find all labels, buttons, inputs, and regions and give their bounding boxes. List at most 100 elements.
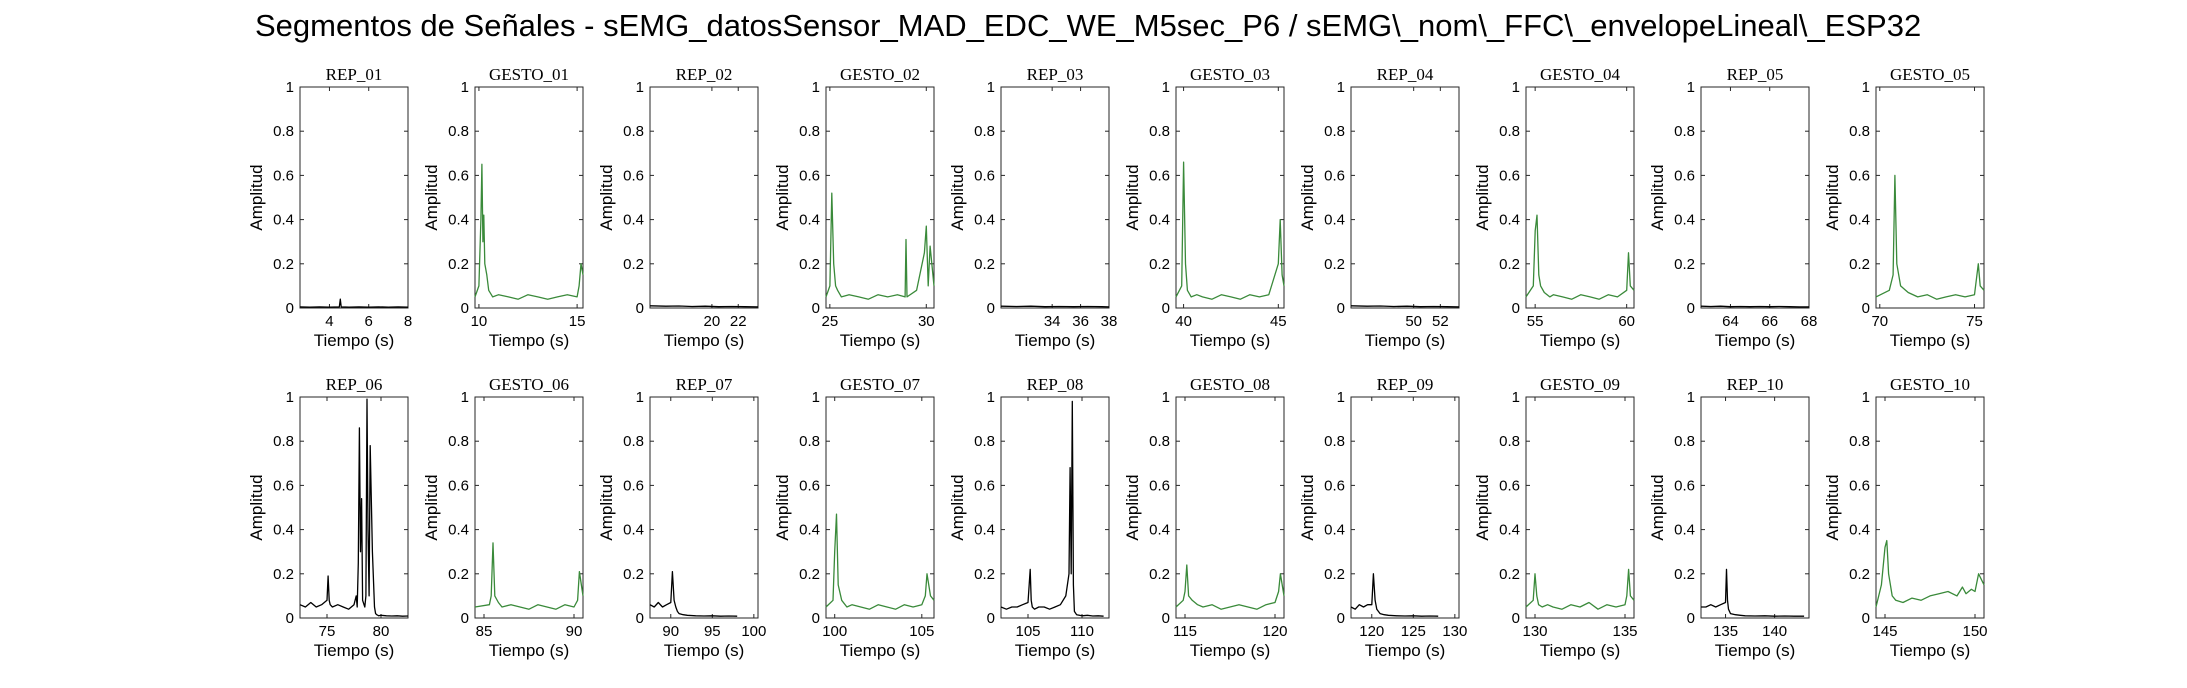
- x-tick-label: 135: [1713, 623, 1738, 640]
- y-tick-label: 0.2: [1499, 256, 1520, 273]
- y-tick-label: 1: [1862, 79, 1870, 96]
- x-axis-label: Tiempo (s): [1365, 331, 1446, 350]
- y-axis-label: Amplitud: [597, 164, 616, 230]
- y-tick-label: 1: [812, 79, 820, 96]
- y-axis-label: Amplitud: [247, 164, 266, 230]
- y-tick-label: 0.6: [623, 477, 644, 494]
- x-axis-label: Tiempo (s): [1540, 331, 1621, 350]
- x-tick-label: 70: [1871, 313, 1888, 330]
- subplot-title: GESTO_05: [1890, 65, 1970, 84]
- series-line: [649, 570, 738, 617]
- y-tick-label: 1: [1512, 389, 1520, 406]
- subplot-title: REP_02: [676, 65, 733, 84]
- subplot-title: GESTO_07: [840, 375, 920, 394]
- y-tick-label: 1: [461, 79, 469, 96]
- axes-box: [1700, 86, 1810, 309]
- x-axis-label: Tiempo (s): [664, 641, 745, 660]
- series-line: [1701, 568, 1805, 617]
- y-tick-label: 1: [987, 389, 995, 406]
- x-axis-label: Tiempo (s): [314, 641, 395, 660]
- x-axis-label: Tiempo (s): [840, 641, 921, 660]
- y-tick-label: 0.8: [1499, 433, 1520, 450]
- y-tick-label: 0.4: [1499, 522, 1520, 539]
- y-tick-label: 0.8: [448, 433, 469, 450]
- y-tick-label: 0.4: [273, 212, 294, 229]
- y-tick-label: 0.4: [623, 212, 644, 229]
- x-tick-label: 38: [1101, 313, 1118, 330]
- x-tick-label: 80: [373, 623, 390, 640]
- x-tick-label: 36: [1072, 313, 1089, 330]
- y-tick-label: 0.8: [1674, 123, 1695, 140]
- subplot-title: GESTO_03: [1190, 65, 1270, 84]
- y-tick-label: 0.2: [799, 256, 820, 273]
- y-tick-label: 0.6: [1324, 477, 1345, 494]
- series-line: [1525, 568, 1635, 610]
- subplot-title: GESTO_09: [1540, 375, 1620, 394]
- y-axis-label: Amplitud: [1298, 474, 1317, 540]
- series-line: [1875, 174, 1985, 300]
- y-tick-label: 1: [1337, 389, 1345, 406]
- x-axis-label: Tiempo (s): [1365, 641, 1446, 660]
- x-tick-label: 145: [1872, 623, 1897, 640]
- y-tick-label: 0.4: [1674, 212, 1695, 229]
- y-tick-label: 0.6: [623, 167, 644, 184]
- series-line: [474, 542, 584, 610]
- x-tick-label: 100: [822, 623, 847, 640]
- x-tick-label: 100: [741, 623, 766, 640]
- y-tick-label: 0: [636, 300, 644, 317]
- y-tick-label: 0.2: [623, 566, 644, 583]
- y-tick-label: 0: [286, 300, 294, 317]
- y-tick-label: 1: [1687, 79, 1695, 96]
- series-line: [1175, 161, 1285, 300]
- y-tick-label: 0.6: [1149, 167, 1170, 184]
- y-tick-label: 0: [812, 610, 820, 627]
- subplot-title: REP_06: [326, 375, 383, 394]
- y-tick-label: 0.4: [1149, 522, 1170, 539]
- series-line: [299, 398, 409, 617]
- subplot-rep-01: REP_01 0 0.2 0.4 0.6 0.8 1 4 6 8 Tiempo (s) Amplitu…: [247, 65, 412, 350]
- y-tick-label: 0.8: [273, 433, 294, 450]
- y-tick-label: 0.2: [974, 256, 995, 273]
- y-tick-label: 0.6: [799, 477, 820, 494]
- subplot-title: REP_08: [1027, 375, 1084, 394]
- subplot-rep-05: REP_05 0 0.2 0.4 0.6 0.8 1 64 66 68 Tiempo (s) Ampl…: [1648, 65, 1817, 350]
- y-tick-label: 0.6: [1499, 477, 1520, 494]
- y-tick-label: 0: [1162, 610, 1170, 627]
- axes-box: [299, 396, 409, 619]
- y-tick-label: 0.4: [448, 522, 469, 539]
- y-tick-label: 0.6: [1674, 477, 1695, 494]
- x-tick-label: 66: [1761, 313, 1778, 330]
- y-tick-label: 0.2: [974, 566, 995, 583]
- y-tick-label: 0.2: [1849, 256, 1870, 273]
- axes-box: [1875, 86, 1985, 309]
- y-tick-label: 1: [1162, 79, 1170, 96]
- axes-box: [649, 86, 759, 309]
- y-tick-label: 1: [1862, 389, 1870, 406]
- x-tick-label: 8: [404, 313, 412, 330]
- y-tick-label: 1: [461, 389, 469, 406]
- y-axis-label: Amplitud: [1648, 164, 1667, 230]
- y-tick-label: 0.8: [799, 433, 820, 450]
- x-tick-label: 60: [1618, 313, 1635, 330]
- y-tick-label: 0.2: [1849, 566, 1870, 583]
- y-tick-label: 0: [812, 300, 820, 317]
- y-tick-label: 0.6: [448, 477, 469, 494]
- subplot-title: GESTO_10: [1890, 375, 1970, 394]
- x-axis-label: Tiempo (s): [1890, 641, 1971, 660]
- y-tick-label: 0.8: [1674, 433, 1695, 450]
- y-tick-label: 0.2: [799, 566, 820, 583]
- y-tick-label: 0: [461, 610, 469, 627]
- y-tick-label: 0: [1512, 300, 1520, 317]
- x-tick-label: 90: [566, 623, 583, 640]
- x-tick-label: 120: [1262, 623, 1287, 640]
- y-tick-label: 0.8: [799, 123, 820, 140]
- y-tick-label: 0.8: [1849, 123, 1870, 140]
- y-tick-label: 0.6: [1324, 167, 1345, 184]
